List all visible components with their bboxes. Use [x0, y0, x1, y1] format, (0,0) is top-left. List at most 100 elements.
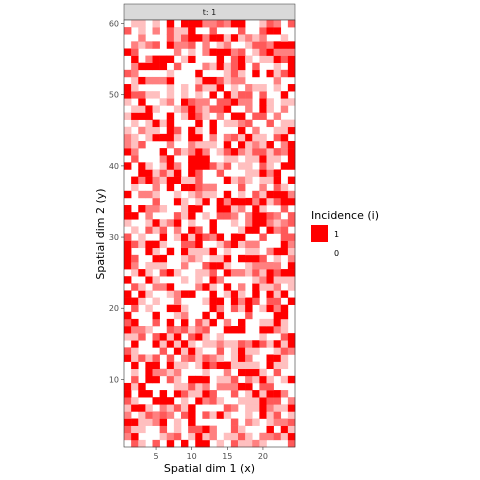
- heatmap-cell: [245, 411, 253, 419]
- heatmap-cell: [252, 205, 260, 213]
- heatmap-cell: [266, 155, 274, 163]
- heatmap-cell: [273, 133, 282, 142]
- heatmap-cell: [238, 318, 246, 327]
- heatmap-cell: [181, 304, 189, 313]
- heatmap-cell: [131, 212, 139, 220]
- heatmap-cell: [266, 297, 274, 305]
- heatmap-cell: [145, 219, 153, 227]
- heatmap-cell: [287, 283, 296, 291]
- heatmap-cell: [287, 176, 296, 184]
- heatmap-cell: [181, 176, 189, 184]
- heatmap-cell: [259, 382, 267, 391]
- heatmap-cell: [287, 20, 296, 28]
- heatmap-cell: [216, 105, 225, 113]
- heatmap-cell: [287, 269, 296, 277]
- heatmap-cell: [223, 240, 232, 249]
- heatmap-cell: [238, 297, 246, 305]
- heatmap-cell: [195, 162, 203, 170]
- heatmap-cell: [252, 48, 260, 56]
- heatmap-cell: [238, 133, 246, 142]
- legend-label-low: 0: [334, 249, 339, 258]
- heatmap-cell: [166, 119, 175, 128]
- heatmap-cell: [145, 55, 153, 63]
- heatmap-cell: [152, 20, 160, 28]
- heatmap-cell: [159, 397, 168, 405]
- heatmap-cell: [138, 105, 146, 113]
- heatmap-cell: [266, 290, 274, 298]
- heatmap-cell: [188, 375, 196, 384]
- heatmap-cell: [230, 326, 239, 334]
- heatmap-cell: [124, 318, 132, 327]
- heatmap-cell: [173, 390, 182, 398]
- heatmap-cell: [280, 361, 289, 370]
- heatmap-cell: [245, 418, 253, 426]
- heatmap-cell: [287, 439, 296, 448]
- heatmap-cell: [195, 390, 203, 398]
- heatmap-cell: [181, 55, 189, 63]
- x-tick-label: 20: [258, 452, 268, 461]
- heatmap-cell: [245, 254, 253, 263]
- heatmap-cell: [188, 212, 196, 220]
- heatmap-cell: [131, 91, 139, 99]
- heatmap-cell: [252, 169, 260, 177]
- heatmap-cell: [216, 354, 225, 362]
- heatmap-cell: [188, 190, 196, 199]
- heatmap-cell: [266, 219, 274, 227]
- heatmap-cell: [138, 418, 146, 426]
- facet-strip-label: t: 1: [203, 8, 216, 17]
- heatmap-cell: [280, 390, 289, 398]
- heatmap-cell: [245, 41, 253, 49]
- heatmap-cell: [195, 176, 203, 184]
- heatmap-cell: [195, 119, 203, 128]
- heatmap-cell: [223, 176, 232, 184]
- heatmap-cell: [131, 155, 139, 163]
- heatmap-cell: [238, 69, 246, 78]
- heatmap-cell: [238, 326, 246, 334]
- heatmap-cell: [173, 297, 182, 305]
- heatmap-cell: [273, 326, 282, 334]
- heatmap-cell: [181, 311, 189, 320]
- heatmap-cell: [245, 219, 253, 227]
- heatmap-cell: [209, 233, 217, 241]
- heatmap-cell: [245, 84, 253, 92]
- heatmap-cell: [195, 190, 203, 199]
- heatmap-cell: [138, 333, 146, 341]
- heatmap-cell: [173, 368, 182, 377]
- heatmap-cell: [287, 69, 296, 78]
- heatmap-cell: [131, 333, 139, 341]
- heatmap-cell: [202, 269, 210, 277]
- heatmap-cell: [273, 390, 282, 398]
- heatmap-cell: [238, 368, 246, 377]
- heatmap-cell: [202, 368, 210, 377]
- heatmap-cell: [280, 333, 289, 341]
- heatmap-cell: [287, 425, 296, 434]
- heatmap-cell: [195, 34, 203, 42]
- heatmap-cell: [230, 148, 239, 156]
- heatmap-cell: [259, 48, 267, 56]
- heatmap-cell: [124, 297, 132, 305]
- heatmap-cell: [230, 76, 239, 85]
- heatmap-cell: [173, 197, 182, 206]
- heatmap-cell: [145, 226, 153, 234]
- heatmap-cell: [131, 326, 139, 334]
- x-tick-label: 15: [222, 452, 232, 461]
- heatmap-cell: [273, 62, 282, 71]
- heatmap-cell: [124, 333, 132, 341]
- heatmap-cell: [230, 233, 239, 241]
- heatmap-cell: [252, 69, 260, 78]
- heatmap-cell: [145, 418, 153, 426]
- heatmap-cell: [138, 283, 146, 291]
- heatmap-cell: [223, 133, 232, 142]
- heatmap-cell: [216, 34, 225, 42]
- heatmap-cell: [195, 155, 203, 163]
- heatmap-cell: [266, 340, 274, 348]
- heatmap-cell: [181, 41, 189, 49]
- heatmap-cell: [131, 297, 139, 305]
- heatmap-cell: [131, 62, 139, 71]
- heatmap-cell: [195, 269, 203, 277]
- heatmap-cell: [145, 162, 153, 170]
- y-axis-title: Spatial dim 2 (y): [94, 188, 107, 279]
- heatmap-cell: [152, 62, 160, 71]
- heatmap-cell: [152, 240, 160, 249]
- heatmap-cell: [259, 340, 267, 348]
